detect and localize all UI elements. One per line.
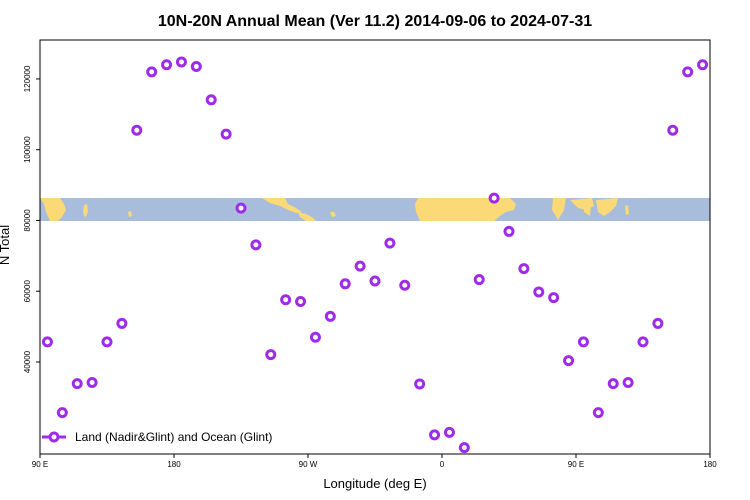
data-point xyxy=(697,59,709,71)
x-axis-label: Longitude (deg E) xyxy=(323,476,426,491)
data-point xyxy=(592,407,604,419)
data-points xyxy=(41,56,709,454)
data-point xyxy=(414,378,426,390)
data-point xyxy=(41,336,53,348)
data-point xyxy=(503,225,515,237)
data-point xyxy=(146,66,158,78)
data-point xyxy=(190,61,202,73)
data-point xyxy=(399,279,411,291)
data-point xyxy=(116,317,128,329)
data-point xyxy=(667,124,679,136)
data-point xyxy=(682,66,694,78)
land-masses xyxy=(40,198,629,221)
y-tick-label: 60000 xyxy=(23,280,32,303)
y-axis-ticks: 40000 60000 80000 100000 120000 xyxy=(23,65,40,373)
x-tick-label: 0 xyxy=(440,460,445,469)
data-point xyxy=(577,336,589,348)
x-tick-label: 180 xyxy=(703,460,717,469)
data-point xyxy=(369,275,381,287)
data-point xyxy=(458,442,470,454)
data-point xyxy=(71,378,83,390)
legend-marker xyxy=(48,431,60,443)
data-point xyxy=(384,237,396,249)
data-point xyxy=(250,239,262,251)
data-point xyxy=(563,355,575,367)
y-tick-label: 80000 xyxy=(23,209,32,232)
plot-frame xyxy=(39,39,711,455)
data-point xyxy=(429,429,441,441)
data-point xyxy=(309,331,321,343)
data-point xyxy=(473,274,485,286)
data-point xyxy=(175,56,187,68)
legend-label: Land (Nadir&Glint) and Ocean (Glint) xyxy=(75,430,272,444)
data-point xyxy=(161,59,173,71)
data-point xyxy=(295,295,307,307)
x-tick-label: 90 E xyxy=(568,460,584,469)
data-point xyxy=(533,286,545,298)
data-point xyxy=(56,407,68,419)
data-point xyxy=(637,336,649,348)
x-tick-label: 180 xyxy=(167,460,181,469)
y-tick-label: 120000 xyxy=(23,65,32,92)
data-point xyxy=(652,317,664,329)
data-point xyxy=(131,124,143,136)
x-tick-label: 90 E xyxy=(32,460,48,469)
data-point xyxy=(265,349,277,361)
data-point xyxy=(235,202,247,214)
data-point xyxy=(354,260,366,272)
data-point xyxy=(280,294,292,306)
ocean-band xyxy=(40,198,710,221)
legend: Land (Nadir&Glint) and Ocean (Glint) xyxy=(42,430,272,444)
x-axis-ticks: 90 E 180 90 W 0 90 E 180 xyxy=(32,454,717,469)
data-point xyxy=(548,292,560,304)
world-map-strip xyxy=(40,198,710,221)
data-point xyxy=(443,426,455,438)
data-point xyxy=(101,336,113,348)
data-point xyxy=(488,192,500,204)
data-point xyxy=(607,378,619,390)
data-point xyxy=(205,94,217,106)
y-axis-label: N Total xyxy=(0,225,12,265)
x-tick-label: 90 W xyxy=(299,460,318,469)
data-point xyxy=(339,278,351,290)
y-tick-label: 100000 xyxy=(23,136,32,163)
data-point xyxy=(622,377,634,389)
data-point xyxy=(518,263,530,275)
data-point xyxy=(324,310,336,322)
y-tick-label: 40000 xyxy=(23,350,32,373)
data-point xyxy=(86,377,98,389)
chart-title: 10N-20N Annual Mean (Ver 11.2) 2014-09-0… xyxy=(158,13,592,30)
data-point xyxy=(220,128,232,140)
